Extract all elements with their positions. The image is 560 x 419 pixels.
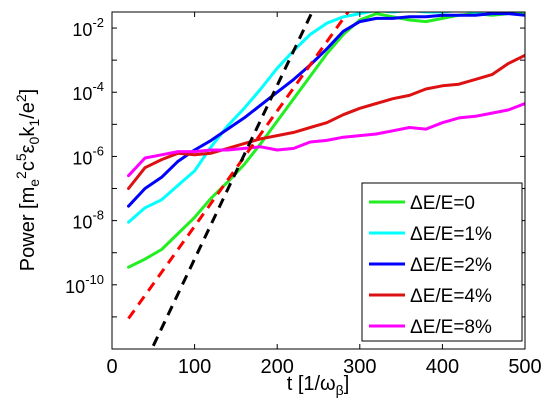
x-axis-label: t [1/ωβ]: [287, 373, 350, 398]
legend-label: ΔE/E=8%: [410, 317, 492, 338]
y-tick-label: 10-2: [72, 15, 104, 40]
legend-label: ΔE/E=1%: [410, 224, 492, 245]
series-line: [127, 12, 525, 208]
y-tick-label: 10-10: [65, 272, 104, 297]
x-tick-label: 300: [343, 356, 376, 378]
y-tick-label: 10-6: [72, 143, 104, 168]
y-axis: 10-10 10-8 10-6 10-4 10-2: [65, 15, 525, 350]
fit-line-dashed: [127, 12, 350, 320]
svg-text:Power [me2c5ε0k1/e2]: Power [me2c5ε0k1/e2]: [13, 89, 42, 271]
x-tick-label: 500: [508, 356, 541, 378]
series-line: [127, 12, 492, 224]
series-line: [127, 53, 525, 190]
x-axis: 0 100 200 300 400 500: [106, 12, 542, 378]
x-tick-label: 400: [426, 356, 459, 378]
series-line: [127, 102, 525, 178]
fit-line-dashed: [151, 12, 314, 347]
legend-box: [361, 182, 523, 342]
x-tick-label: 100: [178, 356, 211, 378]
x-tick-label: 200: [261, 356, 294, 378]
legend-label: ΔE/E=2%: [410, 255, 492, 276]
x-tick-label: 0: [106, 356, 117, 378]
series-layer: [127, 12, 525, 347]
y-axis-label: Power [me2c5ε0k1/e2]: [13, 89, 42, 271]
plot-frame: [111, 11, 526, 350]
legend: ΔE/E=0 ΔE/E=1% ΔE/E=2% ΔE/E=4% ΔE/E=8%: [361, 182, 523, 342]
legend-label: ΔE/E=4%: [410, 286, 492, 307]
y-tick-label: 10-8: [72, 208, 104, 233]
y-tick-label: 10-4: [72, 79, 104, 104]
legend-label: ΔE/E=0: [410, 193, 475, 214]
